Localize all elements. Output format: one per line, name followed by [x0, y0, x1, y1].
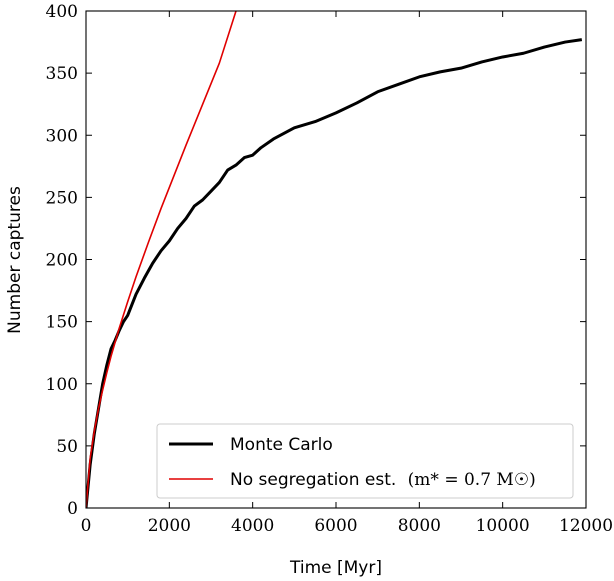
x-axis-label: Time [Myr] [289, 558, 382, 578]
y-tick-label: 400 [46, 2, 78, 22]
y-axis-label: Number captures [5, 186, 25, 334]
legend: Monte Carlo No segregation est. (m* = 0.… [156, 423, 574, 499]
x-tick-label: 2000 [148, 516, 191, 536]
y-tick-label: 250 [46, 188, 78, 208]
y-tick-label: 100 [46, 375, 78, 395]
lines-group [86, 11, 583, 508]
y-tick-label: 0 [67, 499, 78, 519]
y-tick-label: 200 [46, 251, 78, 271]
legend-label-monte-carlo: Monte Carlo [230, 435, 333, 455]
legend-label-no-segregation-text: No segregation est. [230, 470, 396, 490]
x-tick-label: 0 [81, 516, 92, 536]
y-tick-label: 350 [46, 64, 78, 84]
ticks-group: 0 2000 4000 6000 8000 10000 12000 0 50 100 150 200 2… [46, 2, 614, 536]
y-tick-label: 50 [56, 437, 78, 457]
legend-box [156, 423, 574, 499]
x-tick-label: 4000 [231, 516, 274, 536]
legend-label-no-segregation: No segregation est. (m* = 0.7 M☉) [230, 470, 536, 490]
y-tick-label: 150 [46, 313, 78, 333]
series-line-no-segregation [86, 11, 237, 508]
plot-frame [85, 10, 587, 509]
x-tick-label: 8000 [398, 516, 441, 536]
x-tick-label: 6000 [314, 516, 357, 536]
x-tick-label: 10000 [476, 516, 530, 536]
legend-label-no-segregation-math: (m* = 0.7 M☉) [408, 470, 536, 490]
x-tick-label: 12000 [559, 516, 613, 536]
y-tick-label: 300 [46, 126, 78, 146]
